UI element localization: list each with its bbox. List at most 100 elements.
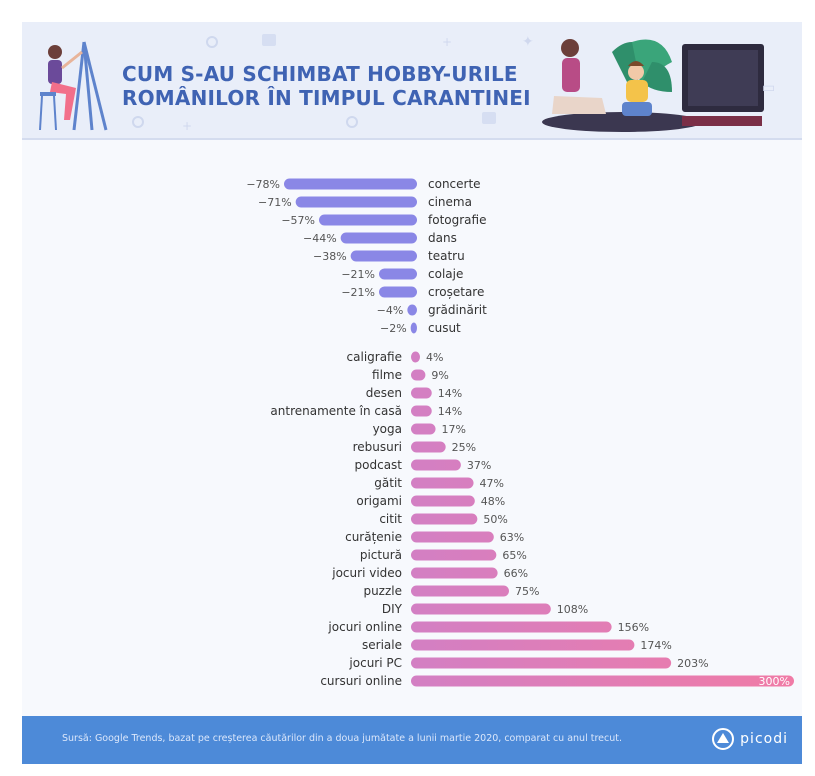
bar-positive	[411, 513, 478, 525]
bar-positive	[411, 621, 612, 633]
bar-positive	[411, 603, 551, 615]
bar-negative	[350, 250, 417, 262]
category-label: jocuri video	[331, 566, 402, 580]
value-label: −57%	[281, 214, 315, 227]
footer: Sursă: Google Trends, bazat pe creșterea…	[22, 716, 802, 764]
picodi-logo-icon	[712, 728, 735, 750]
bar-positive	[411, 495, 475, 507]
value-label: 47%	[480, 477, 504, 490]
svg-text:+: +	[442, 35, 452, 49]
category-label: podcast	[355, 458, 403, 472]
value-label: 4%	[426, 351, 443, 364]
bar-negative	[379, 268, 417, 280]
category-label: caligrafie	[347, 350, 402, 364]
category-label: citit	[379, 512, 402, 526]
category-label: croșetare	[428, 285, 484, 299]
bar-positive	[411, 441, 446, 453]
category-label: desen	[366, 386, 402, 400]
value-label: −21%	[341, 286, 375, 299]
category-label: filme	[372, 368, 402, 382]
category-label: seriale	[362, 638, 402, 652]
header: ✦ + + ▭ CUM S-AU	[22, 22, 802, 140]
header-decoration: ✦ + + ▭	[39, 34, 775, 133]
value-label: −38%	[313, 250, 347, 263]
bar-negative	[340, 232, 417, 244]
bar-positive	[411, 477, 474, 489]
svg-text:▭: ▭	[762, 80, 775, 96]
value-label: 66%	[504, 567, 528, 580]
bar-negative	[284, 178, 417, 190]
category-label: dans	[428, 231, 457, 245]
category-label: colaje	[428, 267, 463, 281]
bar-positive	[411, 675, 794, 687]
bar-positive	[411, 585, 509, 597]
brand-name: picodi	[740, 731, 788, 747]
value-label: −44%	[303, 232, 337, 245]
category-label: concerte	[428, 177, 481, 191]
bar-positive	[411, 423, 436, 435]
bar-negative	[407, 304, 417, 316]
category-label: jocuri online	[327, 620, 402, 634]
category-label: cinema	[428, 195, 472, 209]
value-label: −71%	[258, 196, 292, 209]
category-label: yoga	[373, 422, 402, 436]
bar-positive	[411, 657, 672, 669]
bar-negative	[295, 196, 417, 208]
title-line-1: CUM S-AU SCHIMBAT HOBBY-URILE	[122, 62, 518, 86]
category-label: puzzle	[363, 584, 402, 598]
category-label: DIY	[382, 602, 403, 616]
bar-positive	[411, 639, 635, 651]
svg-text:✦: ✦	[522, 34, 534, 50]
bar-positive	[411, 387, 432, 399]
value-label: 14%	[438, 387, 462, 400]
value-label: 63%	[500, 531, 524, 544]
value-label: −4%	[377, 304, 404, 317]
bar-negative	[379, 286, 417, 298]
category-label: origami	[356, 494, 402, 508]
category-label: cursuri online	[320, 674, 402, 688]
bar-negative	[319, 214, 417, 226]
value-label: 156%	[618, 621, 649, 634]
value-label: −21%	[341, 268, 375, 281]
bar-negative	[410, 322, 417, 334]
value-label: 174%	[640, 639, 671, 652]
category-label: fotografie	[428, 213, 486, 227]
source-note: Sursă: Google Trends, bazat pe creșterea…	[62, 733, 622, 744]
value-label: −2%	[380, 322, 407, 335]
category-label: curățenie	[345, 530, 402, 544]
bar-positive	[411, 531, 494, 543]
category-label: teatru	[428, 249, 465, 263]
bar-positive	[411, 405, 432, 417]
value-label: 203%	[677, 657, 708, 670]
category-label: grădinărit	[428, 303, 487, 317]
value-label: 14%	[438, 405, 462, 418]
brand-logo: picodi	[710, 727, 788, 751]
value-label: 50%	[483, 513, 507, 526]
value-label: 25%	[452, 441, 476, 454]
category-label: cusut	[428, 321, 461, 335]
value-label: 48%	[481, 495, 505, 508]
value-label: 9%	[431, 369, 448, 382]
artist-illustration	[39, 41, 108, 131]
infographic: ✦ + + ▭ CUM S-AU	[22, 22, 802, 764]
title-line-2: ROMÂNILOR ÎN TIMPUL CARANTINEI	[122, 86, 531, 110]
gaming-illustration: ▭	[542, 39, 775, 132]
bar-positive	[411, 459, 461, 471]
page-title: CUM S-AU SCHIMBAT HOBBY-URILE ROMÂNILOR …	[122, 62, 531, 110]
value-label: 300%	[759, 675, 790, 688]
value-label: 108%	[557, 603, 588, 616]
bar-positive	[411, 369, 426, 381]
category-label: pictură	[360, 548, 402, 562]
value-label: −78%	[246, 178, 280, 191]
value-label: 17%	[442, 423, 466, 436]
bar-positive	[411, 567, 498, 579]
value-label: 65%	[502, 549, 526, 562]
value-label: 37%	[467, 459, 491, 472]
category-label: jocuri PC	[348, 656, 402, 670]
category-label: antrenamente în casă	[270, 404, 402, 418]
bar-chart: −78% concerte −71% cinema −57% fotografie −44%…	[246, 177, 794, 688]
category-label: rebusuri	[353, 440, 402, 454]
svg-text:+: +	[182, 119, 192, 133]
value-label: 75%	[515, 585, 539, 598]
category-label: gătit	[374, 476, 402, 490]
